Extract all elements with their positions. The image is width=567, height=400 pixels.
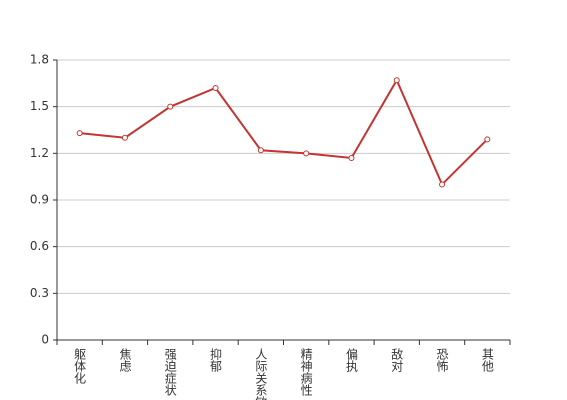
point <box>212 85 219 91</box>
point <box>348 155 355 161</box>
point <box>167 103 174 110</box>
point <box>393 77 400 84</box>
point <box>121 134 128 141</box>
point <box>76 130 83 137</box>
y-tick-label: 0.6 <box>30 239 49 253</box>
x-tick-label: 精神病性 <box>299 348 313 397</box>
x-tick-label: 敌对 <box>390 347 404 372</box>
x-tick-label: 焦虑 <box>118 348 132 372</box>
x-tick-label: 抑郁 <box>209 347 223 373</box>
line <box>79 78 489 187</box>
y-tick-label: 1.2 <box>30 146 49 160</box>
y-tick-label: 1.5 <box>30 99 49 113</box>
point <box>257 147 264 154</box>
x-tick-label: 人际关系敏感 <box>254 348 268 400</box>
y-tick-label: 0.9 <box>30 193 49 207</box>
y-tick-label: 1.8 <box>30 53 49 67</box>
point <box>439 181 446 188</box>
y-tick-label: 0.3 <box>30 286 49 300</box>
x-tick-label: 恐怖 <box>435 348 449 372</box>
x-tick-label: 强迫症状 <box>163 348 177 396</box>
point <box>484 136 491 143</box>
y-tick-label: 0 <box>41 333 49 347</box>
x-tick-label: 躯体化 <box>73 347 87 385</box>
point <box>303 150 310 157</box>
x-tick-label: 其他 <box>480 348 494 372</box>
x-tick-label: 偏执 <box>344 347 358 373</box>
